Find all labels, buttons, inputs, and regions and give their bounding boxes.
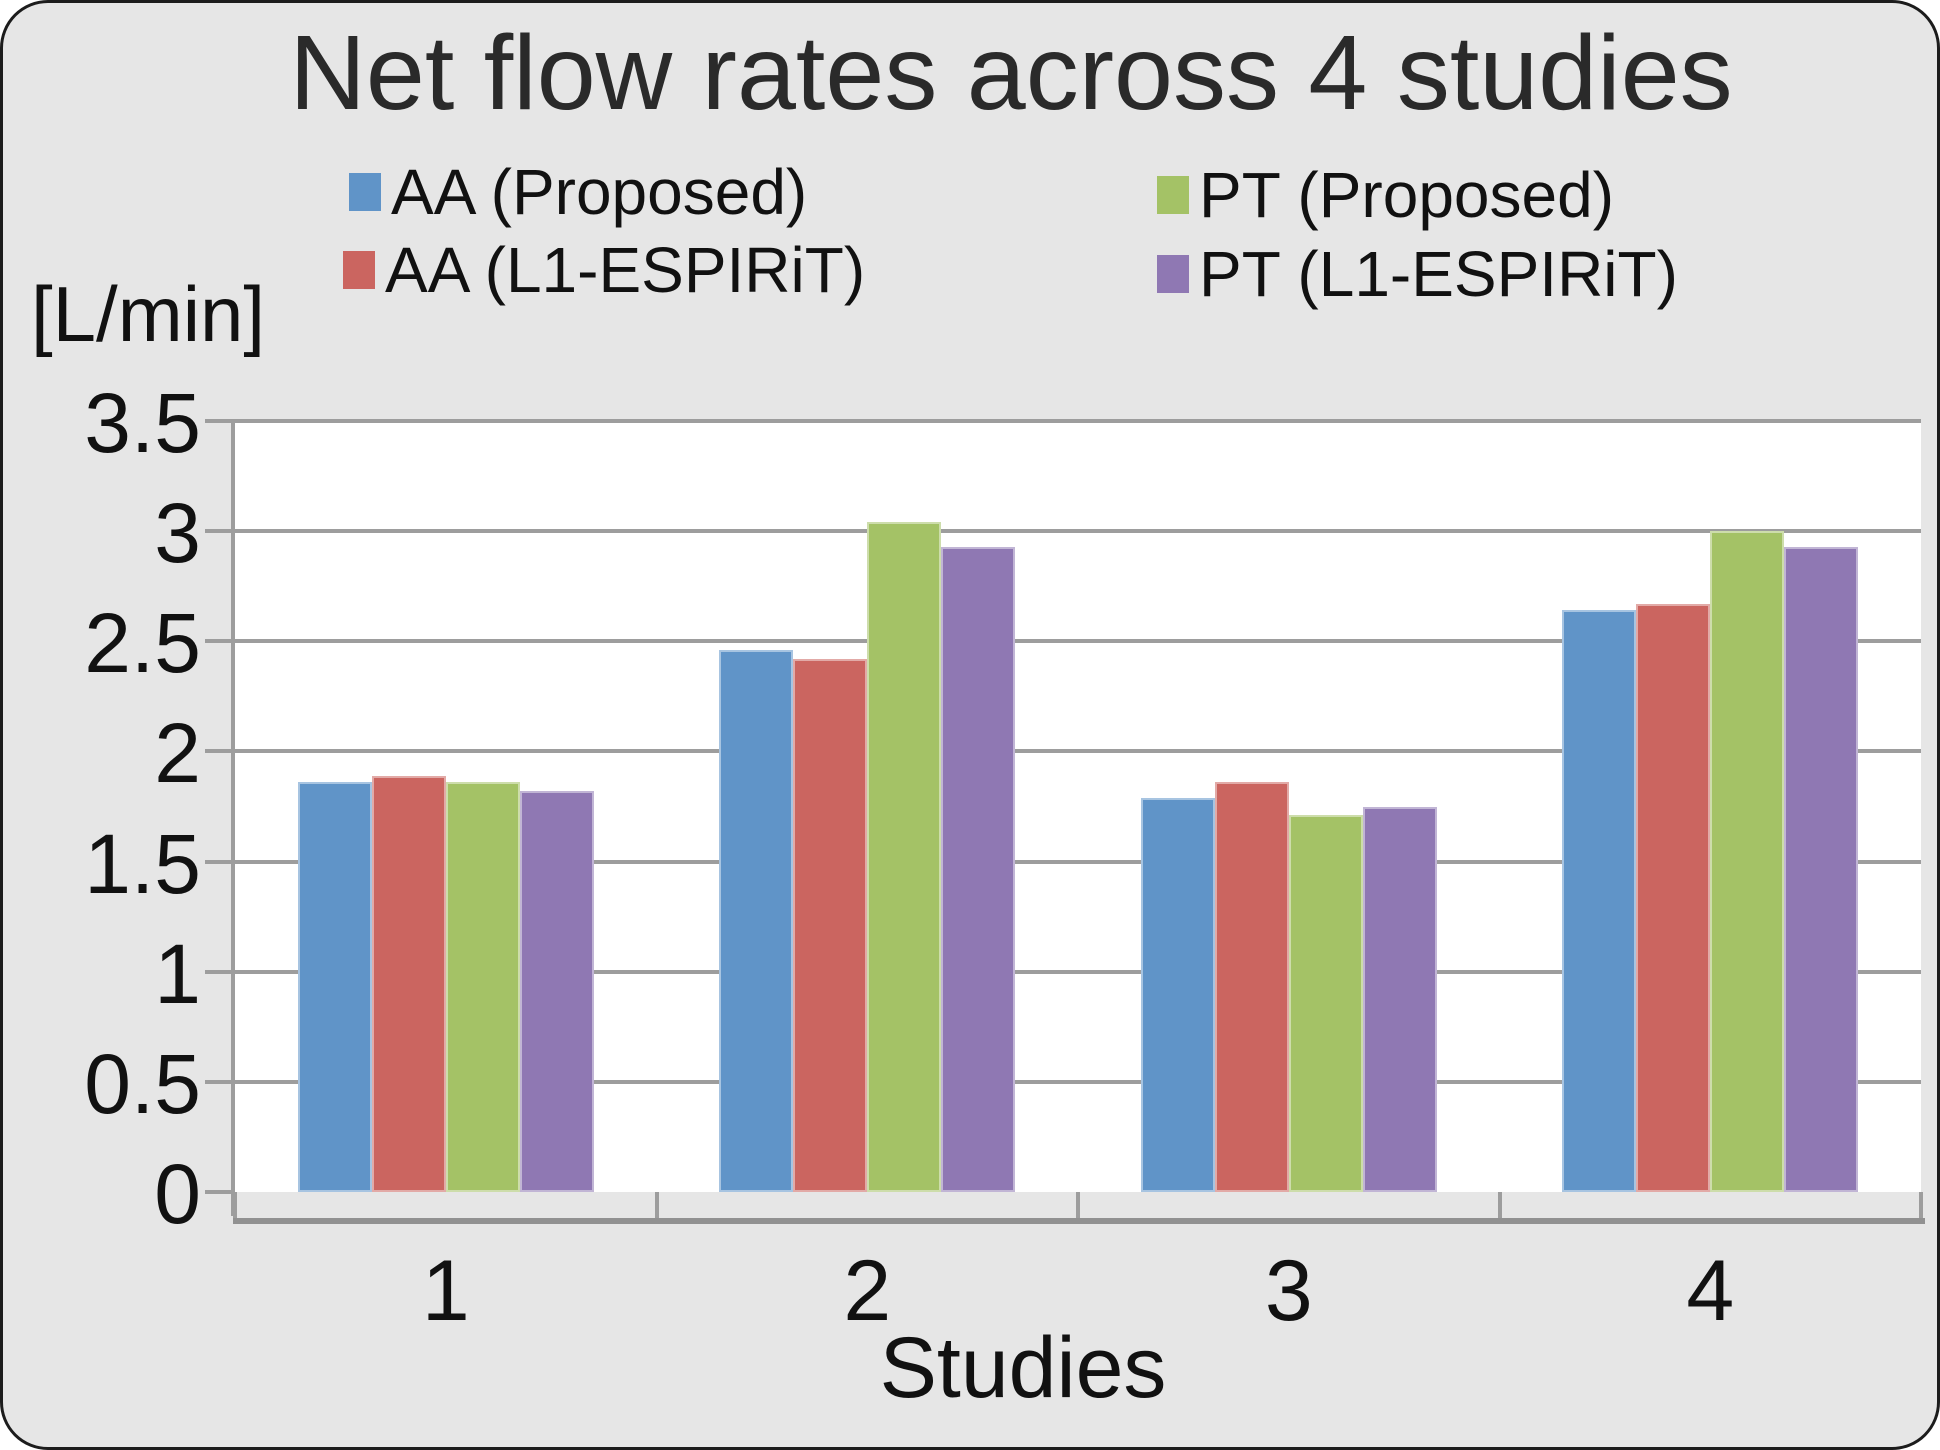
legend-label-pt-l1espirit: PT (L1-ESPIRiT) — [1199, 238, 1678, 310]
bar-series1-study4 — [1562, 610, 1637, 1192]
gridline-1 — [235, 969, 1921, 974]
y-tick-mark-1.5 — [205, 859, 235, 864]
chart-title: Net flow rates across 4 studies — [289, 14, 1733, 132]
bar-series1-study1 — [297, 782, 372, 1192]
bar-series2-study4 — [1636, 603, 1711, 1192]
bar-series4-study4 — [1784, 546, 1859, 1192]
legend-item-aa-proposed: AA (Proposed) — [349, 155, 807, 229]
x-boundary-tick-3 — [1497, 1192, 1502, 1218]
legend-label-pt-proposed: PT (Proposed) — [1199, 159, 1614, 231]
y-tick-mark-3 — [205, 529, 235, 534]
bar-series3-study3 — [1288, 815, 1363, 1192]
legend-item-aa-l1espirit: AA (L1-ESPIRiT) — [343, 233, 865, 307]
legend-swatch-aa-l1espirit — [343, 251, 375, 289]
x-boundary-tick-2 — [1076, 1192, 1080, 1218]
gridline-3.5 — [235, 419, 1921, 423]
legend-swatch-pt-proposed — [1157, 176, 1189, 214]
gridline-2 — [235, 749, 1921, 754]
y-tick-mark-3.5 — [205, 419, 235, 423]
x-boundary-tick-4 — [1919, 1192, 1923, 1218]
y-tick-mark-0 — [205, 1190, 235, 1194]
bar-series1-study3 — [1140, 797, 1215, 1192]
bar-series3-study4 — [1710, 531, 1785, 1192]
bar-series4-study1 — [519, 791, 594, 1192]
gridline-0.5 — [235, 1079, 1921, 1084]
bar-series2-study2 — [793, 658, 868, 1192]
bar-series3-study2 — [867, 522, 942, 1192]
y-tick-label-0.5: 0.5 — [84, 1036, 201, 1131]
y-tick-mark-2.5 — [205, 639, 235, 644]
x-tick-label-1: 1 — [421, 1243, 470, 1339]
y-tick-label-0: 0 — [154, 1147, 201, 1241]
y-tick-mark-1 — [205, 969, 235, 974]
y-axis-line — [231, 421, 235, 1216]
x-axis-title: Studies — [879, 1320, 1167, 1416]
x-axis-floor-line — [233, 1218, 1925, 1224]
legend-label-aa-proposed: AA (Proposed) — [391, 156, 808, 228]
bar-series4-study3 — [1362, 806, 1437, 1192]
x-tick-label-2: 2 — [843, 1243, 892, 1339]
y-tick-label-3: 3 — [154, 486, 201, 581]
y-tick-label-1: 1 — [154, 926, 201, 1021]
x-boundary-tick-1 — [654, 1192, 659, 1218]
y-tick-label-2.5: 2.5 — [84, 596, 201, 691]
bar-series2-study3 — [1214, 782, 1289, 1192]
y-tick-mark-0.5 — [205, 1079, 235, 1084]
gridline-2.5 — [235, 639, 1921, 644]
gridline-3 — [235, 529, 1921, 534]
legend-item-pt-l1espirit: PT (L1-ESPIRiT) — [1157, 237, 1678, 311]
bar-series3-study1 — [445, 782, 520, 1192]
legend-swatch-aa-proposed — [349, 173, 381, 211]
legend-label-aa-l1espirit: AA (L1-ESPIRiT) — [385, 234, 866, 306]
legend-item-pt-proposed: PT (Proposed) — [1157, 158, 1614, 232]
y-tick-label-3.5: 3.5 — [84, 376, 201, 470]
y-axis-title: [L/min] — [31, 270, 266, 358]
bar-series2-study1 — [371, 775, 446, 1192]
x-tick-label-3: 3 — [1264, 1243, 1313, 1339]
bar-series4-study2 — [941, 546, 1016, 1192]
bar-series1-study2 — [719, 650, 794, 1192]
y-tick-label-1.5: 1.5 — [84, 816, 201, 911]
gridline-1.5 — [235, 859, 1921, 864]
y-tick-label-2: 2 — [154, 706, 201, 801]
x-boundary-tick-0 — [233, 1192, 237, 1218]
x-tick-label-4: 4 — [1686, 1243, 1735, 1339]
y-tick-mark-2 — [205, 749, 235, 754]
legend-swatch-pt-l1espirit — [1157, 255, 1189, 293]
